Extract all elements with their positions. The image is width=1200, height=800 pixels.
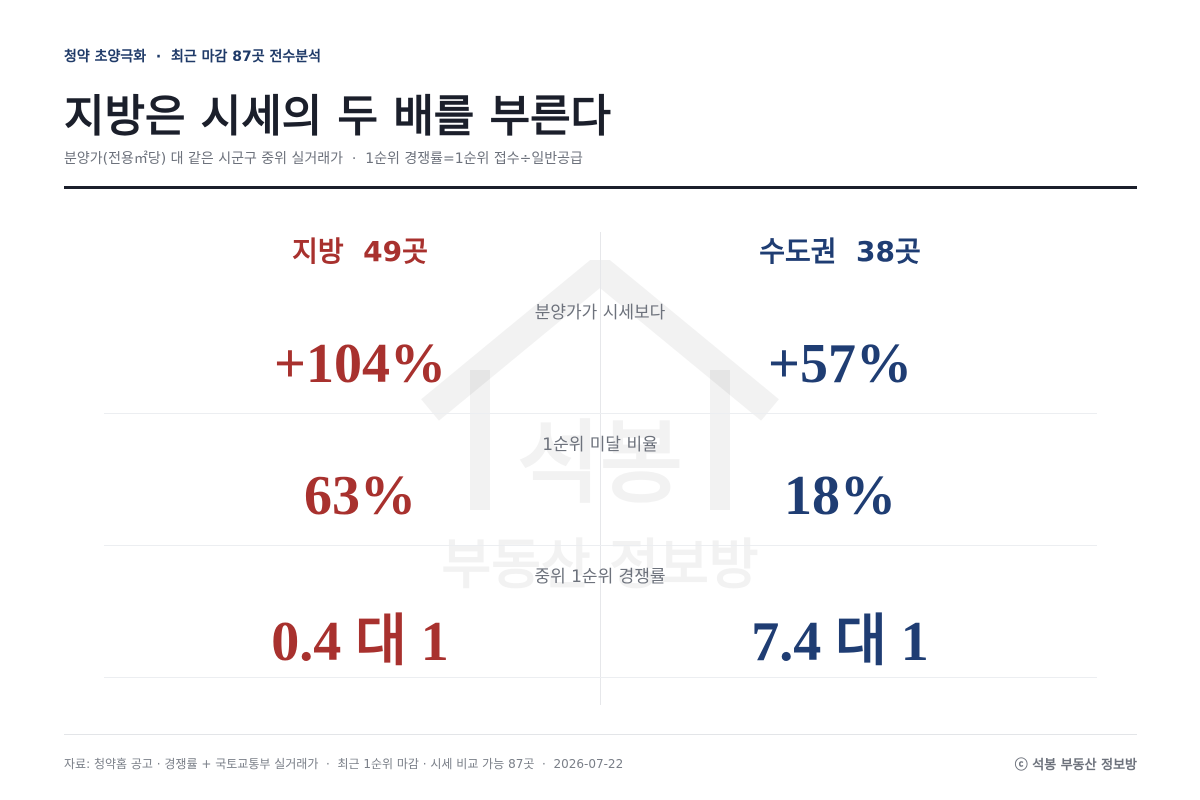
watermark-text: 부동산 정보방 [441, 533, 759, 596]
subtitle: 분양가(전용㎡당) 대 같은 시군구 중위 실거래가 · 1순위 경쟁률=1순위… [64, 151, 583, 167]
value: +57% [768, 333, 912, 395]
divider [64, 734, 1137, 735]
row-label: 분양가가 시세보다 [534, 303, 666, 323]
divider [600, 232, 601, 705]
value: 63% [304, 465, 416, 527]
value: 7.4 대 1 [751, 611, 929, 673]
value: 18% [784, 465, 896, 527]
source: 자료: 청약홈 공고 · 경쟁률 + 국토교통부 실거래가 · 최근 1순위 마… [64, 757, 624, 771]
title: 지방은 시세의 두 배를 부른다 [64, 91, 612, 142]
divider [104, 413, 1097, 414]
column-header: 수도권 38곳 [759, 235, 921, 268]
row-label: 1순위 미달 비율 [542, 435, 658, 455]
row-label: 중위 1순위 경쟁률 [534, 567, 666, 587]
divider [64, 186, 1137, 189]
brand: ⓒ 석봉 부동산 정보방 [1014, 758, 1137, 773]
kicker: 청약 초양극화 · 최근 마감 87곳 전수분석 [64, 49, 321, 65]
value: +104% [274, 333, 446, 395]
value: 0.4 대 1 [271, 611, 449, 673]
watermark-text: 석봉 [517, 411, 683, 516]
column-header: 지방 49곳 [292, 235, 428, 268]
divider [104, 677, 1097, 678]
divider [104, 545, 1097, 546]
